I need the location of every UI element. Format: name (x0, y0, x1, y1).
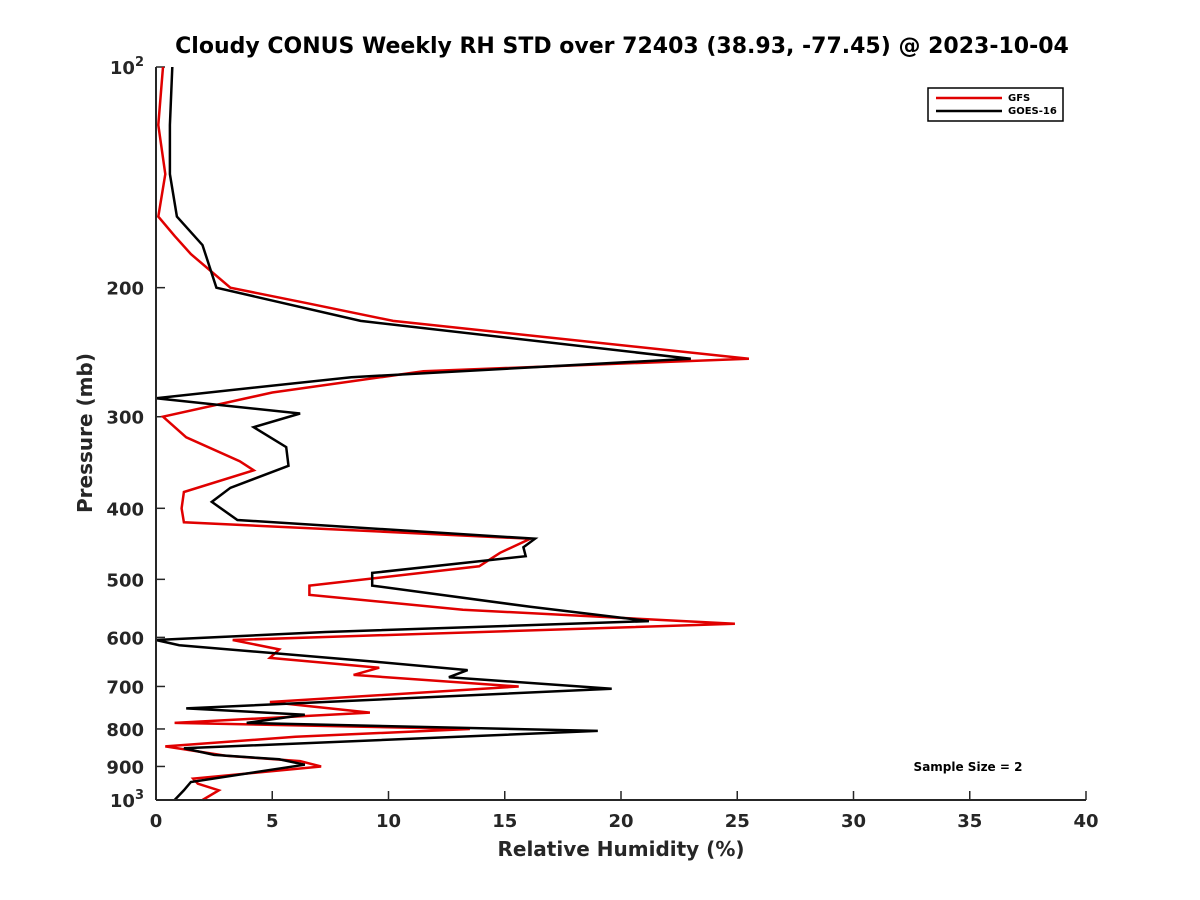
legend-label-goes16: GOES-16 (1008, 106, 1057, 117)
chart-title: Cloudy CONUS Weekly RH STD over 72403 (3… (175, 34, 1069, 59)
x-tick-label: 30 (841, 811, 866, 832)
y-tick-label: 700 (106, 677, 144, 698)
x-tick-label: 35 (957, 811, 982, 832)
y-tick-label: 200 (106, 279, 144, 300)
x-tick-label: 10 (376, 811, 401, 832)
x-tick-label: 15 (492, 811, 517, 832)
series-line-gfs (156, 66, 750, 802)
x-tick-label: 5 (266, 811, 279, 832)
axes (155, 67, 1086, 801)
x-tick-label: 40 (1073, 811, 1098, 832)
y-tick-label: 800 (106, 720, 144, 741)
y-tick-label: 900 (106, 757, 144, 778)
axis-ticks: 0 5 10 15 20 25 30 35 40 102 200 300 400 500 600 700 800… (106, 55, 1098, 832)
y-tick-label: 300 (106, 408, 144, 429)
legend: GFS GOES-16 (927, 87, 1064, 122)
x-tick-label: 25 (725, 811, 750, 832)
plot-area (156, 67, 1086, 800)
legend-box (927, 87, 1064, 122)
x-tick-label: 20 (608, 811, 633, 832)
y-tick-label: 400 (106, 499, 144, 520)
y-tick-label: 500 (106, 570, 144, 591)
y-tick-label: 103 (110, 788, 144, 812)
x-axis-label: Relative Humidity (%) (497, 837, 744, 861)
series-line-goes16 (155, 66, 691, 801)
y-tick-label: 102 (110, 55, 144, 79)
y-axis-label: Pressure (mb) (73, 353, 97, 513)
x-tick-label: 0 (150, 811, 163, 832)
sample-size-annotation: Sample Size = 2 (914, 760, 1023, 774)
y-tick-label: 600 (106, 628, 144, 649)
series-lines (155, 66, 750, 802)
legend-label-gfs: GFS (1008, 93, 1030, 104)
